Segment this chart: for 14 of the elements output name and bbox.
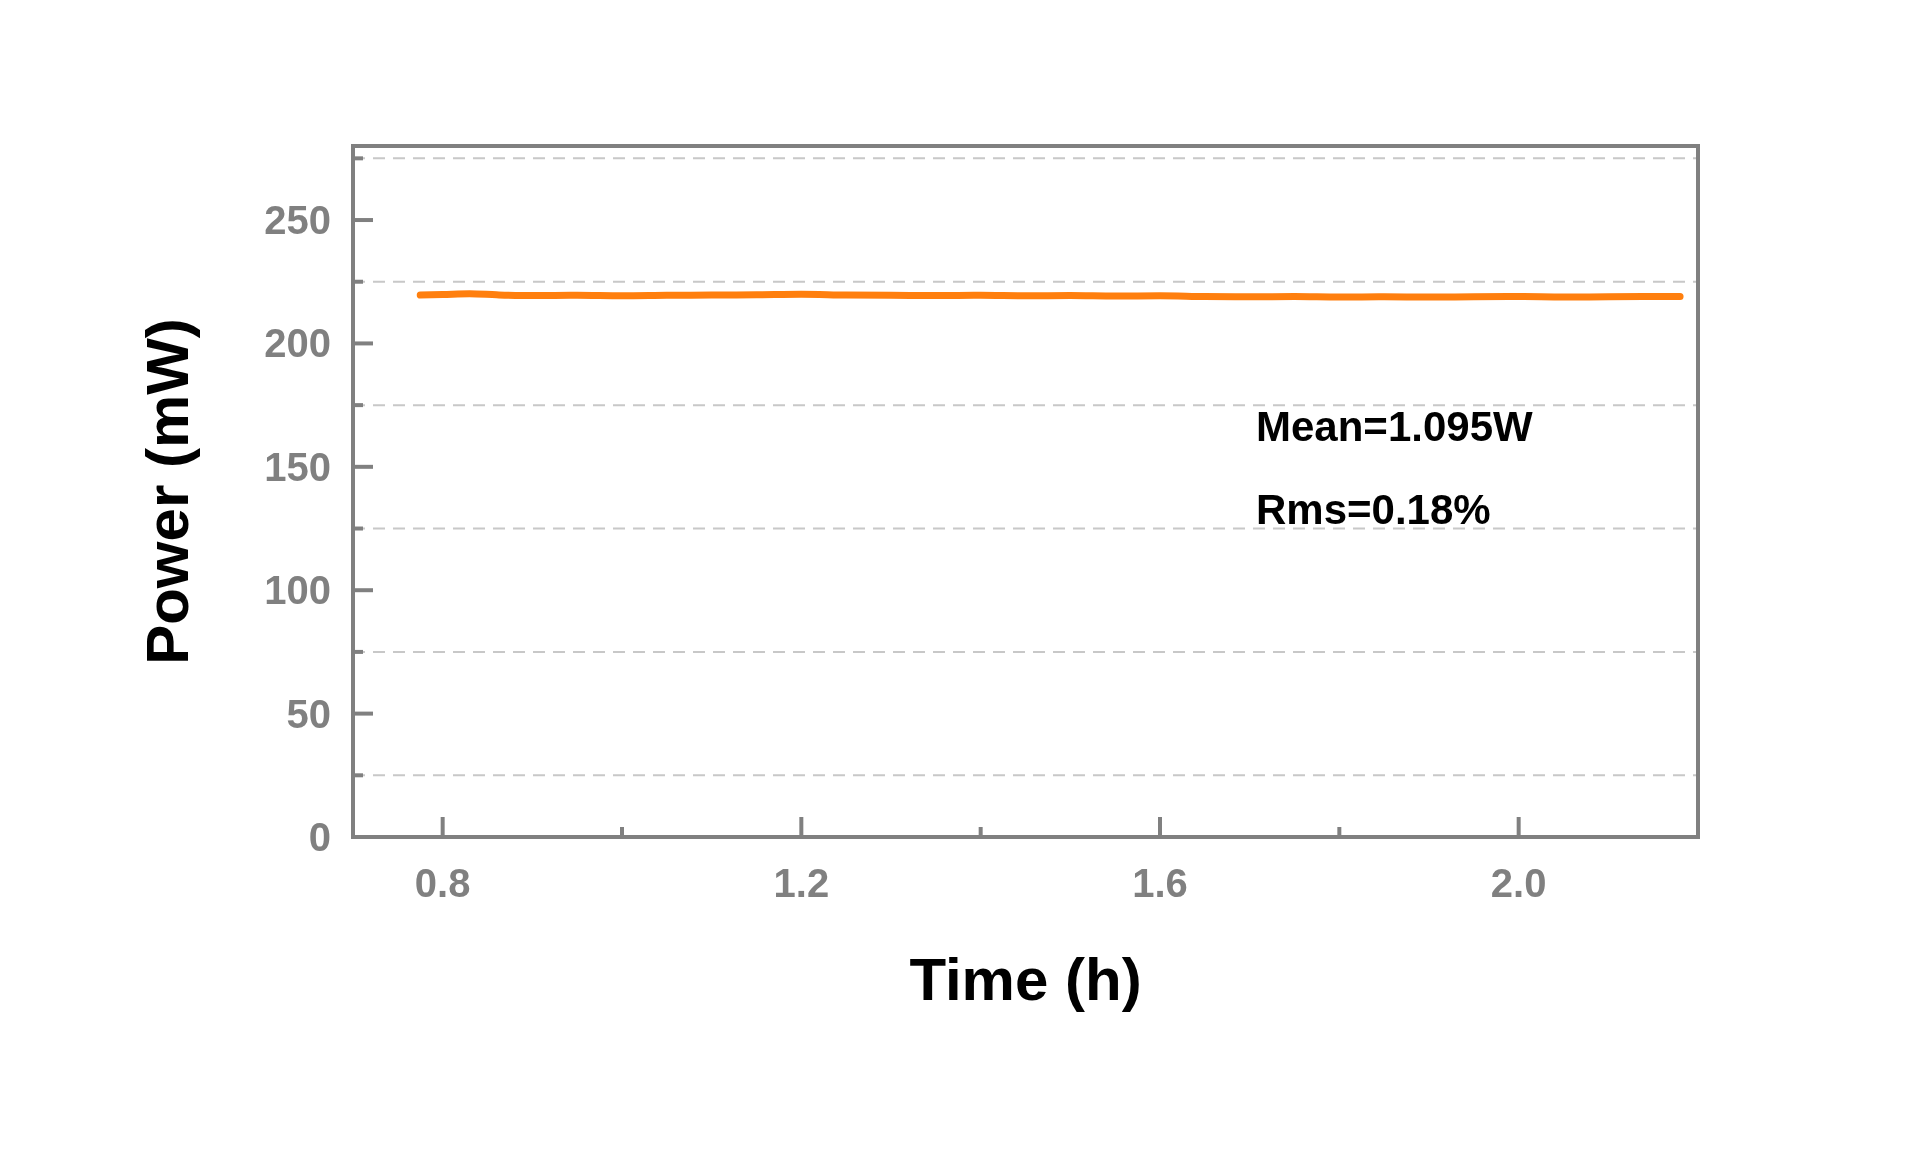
x-tick-label: 1.6 bbox=[1132, 861, 1188, 905]
y-axis-title: Power (mW) bbox=[134, 318, 201, 665]
x-tick-label: 2.0 bbox=[1490, 861, 1547, 905]
x-tick-label: 0.8 bbox=[414, 861, 471, 905]
x-axis-title: Time (h) bbox=[909, 946, 1142, 1013]
y-tick-label: 50 bbox=[286, 691, 331, 736]
y-tick-label: 0 bbox=[308, 815, 331, 859]
x-tick-label: 1.2 bbox=[773, 861, 830, 905]
y-tick-label: 100 bbox=[264, 568, 331, 613]
y-tick-label: 150 bbox=[264, 444, 331, 489]
annotation: Rms=0.18% bbox=[1256, 486, 1491, 533]
annotation: Mean=1.095W bbox=[1256, 403, 1533, 450]
y-tick-label: 200 bbox=[264, 321, 331, 366]
y-tick-label: 250 bbox=[264, 198, 331, 243]
